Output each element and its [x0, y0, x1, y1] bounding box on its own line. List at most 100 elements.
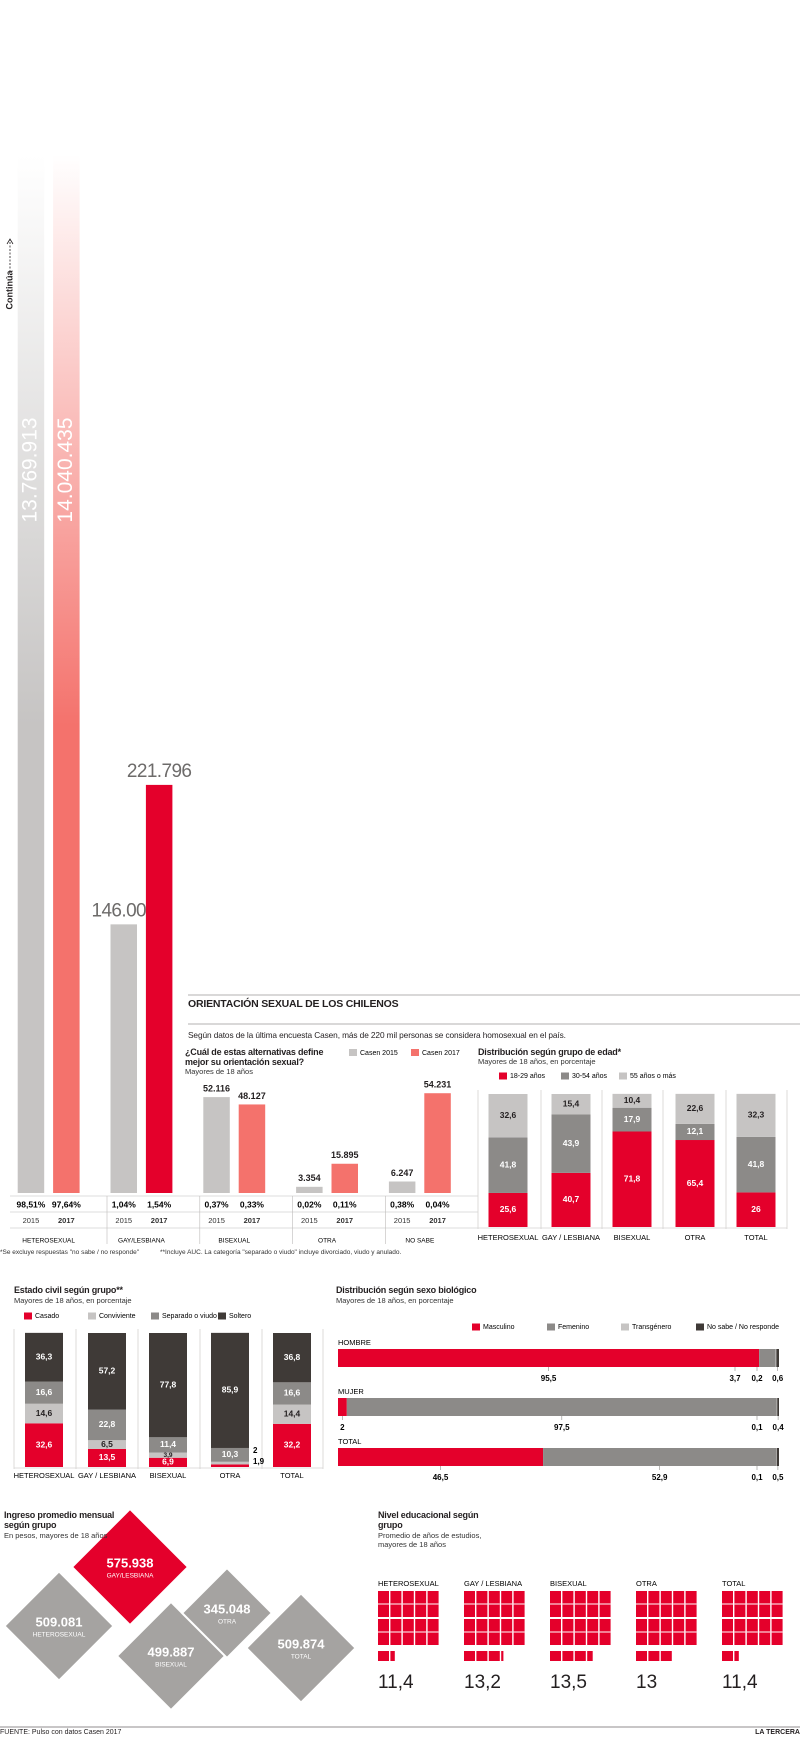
bar-segment — [211, 1447, 249, 1462]
waffle — [550, 1591, 611, 1661]
value-label: 0,5 — [772, 1473, 784, 1482]
category-label: HOMBRE — [338, 1338, 371, 1347]
category-label: TOTAL — [291, 1654, 312, 1661]
bar-segment — [551, 1094, 591, 1115]
bar — [110, 924, 137, 1193]
legend-label: 55 años o más — [630, 1073, 676, 1080]
chart-title: ¿Cuál de estas alternativas define mejor… — [185, 1047, 324, 1068]
value-label: 54.231 — [424, 1080, 452, 1090]
bar-segment — [338, 1448, 544, 1466]
value-label: 32,6 — [500, 1110, 517, 1120]
value-label: 16,6 — [284, 1388, 301, 1398]
category-label: OTRA — [685, 1233, 706, 1242]
chart-title: Nivel educacional según grupo — [378, 1510, 479, 1531]
legend-swatch — [472, 1323, 480, 1331]
value-label: 6.247 — [391, 1168, 414, 1178]
value-label: 97,5 — [554, 1423, 570, 1432]
bar-segment — [273, 1333, 311, 1383]
value-label: 6,9 — [162, 1457, 174, 1467]
chart-subtitle: En pesos, mayores de 18 años — [4, 1531, 108, 1540]
value-label: 26 — [751, 1204, 761, 1214]
value-label: 3,9 — [163, 1452, 172, 1459]
share-label: 98,51% — [17, 1199, 46, 1209]
legend-label: Femenino — [558, 1324, 589, 1331]
bar — [388, 1181, 416, 1193]
bar — [331, 1163, 358, 1193]
category-label: HETEROSEXUAL — [478, 1233, 539, 1242]
value-label: 16,6 — [36, 1387, 53, 1397]
category-label: GAY / LESBIANA — [464, 1579, 522, 1588]
value-label: 32,6 — [36, 1439, 53, 1449]
value-label: 13,5 — [99, 1452, 116, 1462]
value-label: 32,2 — [284, 1440, 301, 1450]
chart-subtitle: Mayores de 18 años, en porcentaje — [478, 1057, 596, 1066]
bar — [145, 784, 173, 1193]
value-label: 345.048 — [204, 1601, 251, 1616]
continues-arrow-head — [6, 238, 14, 245]
legend-swatch — [88, 1312, 96, 1320]
value-label: 13.769.913 — [18, 417, 41, 522]
bar-segment — [88, 1440, 126, 1449]
waffle-cell — [390, 1651, 395, 1661]
value-label: 11,4 — [722, 1672, 758, 1693]
legend-swatch — [561, 1072, 569, 1080]
category-label: GAY / LESBIANA — [542, 1233, 600, 1242]
share-label: 1,54% — [147, 1199, 172, 1209]
bar-segment — [675, 1123, 715, 1141]
category-label: MUJER — [338, 1387, 364, 1396]
category-label: GAY/LESBIANA — [118, 1238, 166, 1245]
legend-label: Casen 2015 — [360, 1050, 398, 1057]
share-label: 97,64% — [52, 1199, 81, 1209]
value-label: 15,4 — [563, 1098, 580, 1108]
legend-swatch — [218, 1312, 226, 1320]
bar — [53, 155, 80, 1193]
year-label: 2017 — [336, 1216, 353, 1225]
legend-label: Casado — [35, 1313, 59, 1320]
value-label: 43,9 — [563, 1138, 580, 1148]
category-label: HETEROSEXUAL — [14, 1471, 75, 1480]
bar-segment — [149, 1437, 187, 1453]
value-label: 32,3 — [748, 1110, 765, 1120]
category-label: OTRA — [220, 1471, 241, 1480]
value-label: 12,1 — [687, 1126, 704, 1136]
value-label: 509.874 — [278, 1636, 326, 1651]
legend-label: Masculino — [483, 1324, 515, 1331]
bar-segment — [88, 1448, 126, 1467]
bar-segment — [273, 1404, 311, 1424]
category-label: OTRA — [318, 1238, 337, 1245]
bar-segment — [551, 1114, 591, 1173]
waffle-cell — [587, 1651, 593, 1661]
waffle-cell — [550, 1651, 561, 1661]
category-label: HETEROSEXUAL — [33, 1632, 86, 1639]
bar-segment — [149, 1333, 187, 1438]
category-label: HETEROSEXUAL — [378, 1579, 439, 1588]
value-label: 95,5 — [541, 1374, 557, 1383]
legend-label: Conviviente — [99, 1313, 136, 1320]
value-label: 41,8 — [500, 1159, 517, 1169]
value-label: 0,1 — [751, 1473, 763, 1482]
chart-title: Ingreso promedio mensual según grupo — [4, 1510, 115, 1531]
waffle-cell — [562, 1651, 574, 1661]
value-label: 2 — [340, 1423, 345, 1432]
value-label: 6,5 — [101, 1439, 113, 1449]
value-label: 22,8 — [99, 1419, 116, 1429]
bar-segment — [149, 1457, 187, 1467]
value-label: 10,3 — [222, 1449, 239, 1459]
diamond — [3, 1570, 115, 1682]
bar-segment — [759, 1349, 776, 1367]
value-label: 77,8 — [160, 1379, 177, 1389]
value-label: 36,8 — [284, 1352, 301, 1362]
value-label: 2 — [253, 1446, 258, 1455]
value-label: 0,2 — [751, 1374, 763, 1383]
category-label: BISEXUAL — [150, 1471, 187, 1480]
bar-segment — [736, 1136, 776, 1193]
bar-segment — [25, 1403, 63, 1424]
category-label: TOTAL — [744, 1233, 767, 1242]
category-label: HETEROSEXUAL — [22, 1238, 75, 1245]
bar-segment — [612, 1107, 652, 1132]
waffle-cell — [464, 1651, 475, 1661]
category-label: TOTAL — [338, 1437, 361, 1446]
bar-segment — [736, 1093, 776, 1137]
year-label: 2017 — [58, 1216, 75, 1225]
